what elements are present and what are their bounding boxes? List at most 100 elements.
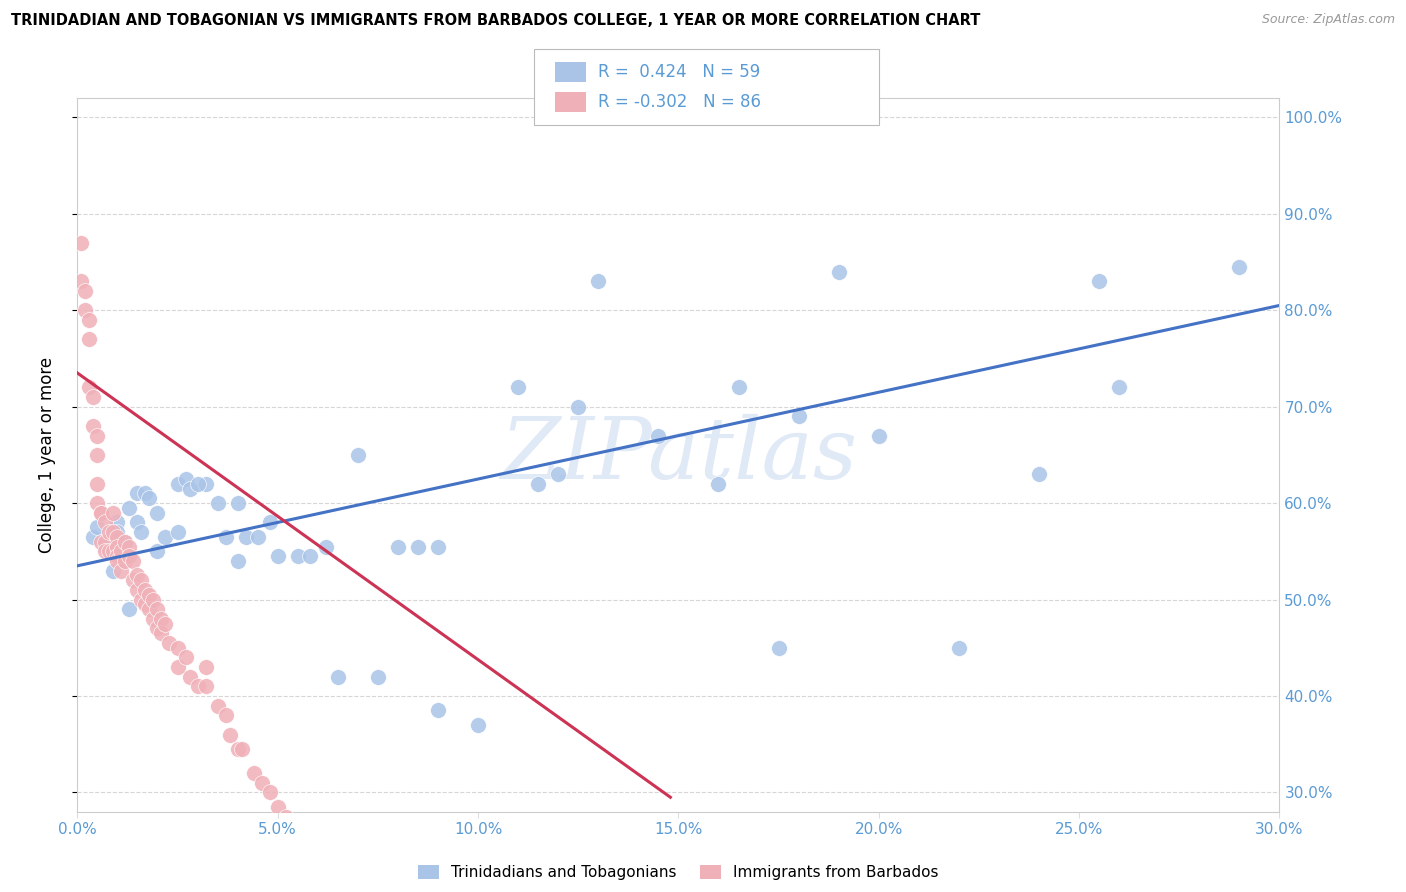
- Point: [768, 640, 790, 655]
- Point: [114, 534, 136, 549]
- Point: [146, 506, 169, 520]
- Point: [1028, 467, 1050, 482]
- Point: [114, 534, 136, 549]
- Point: [707, 476, 730, 491]
- Point: [179, 670, 201, 684]
- Point: [107, 554, 129, 568]
- Point: [647, 428, 669, 442]
- Point: [347, 448, 370, 462]
- Text: Source: ZipAtlas.com: Source: ZipAtlas.com: [1261, 13, 1395, 27]
- Point: [948, 640, 970, 655]
- Point: [75, 303, 97, 318]
- Point: [259, 785, 281, 799]
- Point: [134, 582, 156, 597]
- Point: [90, 506, 112, 520]
- Y-axis label: College, 1 year or more: College, 1 year or more: [38, 357, 56, 553]
- Point: [98, 544, 121, 558]
- Point: [94, 516, 117, 530]
- Point: [118, 602, 141, 616]
- Point: [246, 530, 269, 544]
- Point: [103, 544, 125, 558]
- Point: [174, 650, 197, 665]
- Point: [207, 496, 229, 510]
- Point: [787, 409, 810, 424]
- Point: [82, 390, 104, 404]
- Point: [134, 486, 156, 500]
- Point: [315, 540, 337, 554]
- Point: [79, 313, 101, 327]
- Point: [214, 708, 236, 723]
- Point: [94, 540, 117, 554]
- Point: [588, 274, 610, 288]
- Point: [118, 549, 141, 564]
- Point: [79, 380, 101, 394]
- Point: [70, 274, 93, 288]
- Point: [146, 602, 169, 616]
- Point: [107, 549, 129, 564]
- Point: [107, 516, 129, 530]
- Point: [214, 530, 236, 544]
- Point: [187, 476, 209, 491]
- Point: [90, 506, 112, 520]
- Point: [367, 670, 389, 684]
- Point: [118, 540, 141, 554]
- Point: [1108, 380, 1130, 394]
- Point: [267, 800, 290, 814]
- Point: [267, 549, 290, 564]
- Point: [98, 524, 121, 539]
- Point: [155, 616, 177, 631]
- Point: [107, 524, 129, 539]
- Point: [828, 265, 851, 279]
- Point: [118, 500, 141, 515]
- Text: ZIPatlas: ZIPatlas: [499, 414, 858, 496]
- Point: [166, 476, 188, 491]
- Point: [194, 660, 217, 674]
- Point: [131, 524, 153, 539]
- Point: [207, 698, 229, 713]
- Point: [138, 491, 160, 506]
- Point: [235, 530, 257, 544]
- Point: [94, 534, 117, 549]
- Point: [86, 428, 108, 442]
- Point: [146, 544, 169, 558]
- Point: [508, 380, 530, 394]
- Point: [727, 380, 749, 394]
- Point: [103, 524, 125, 539]
- Text: R = -0.302   N = 86: R = -0.302 N = 86: [598, 93, 761, 111]
- Point: [150, 612, 173, 626]
- Point: [298, 838, 321, 853]
- Point: [218, 728, 240, 742]
- Point: [242, 766, 264, 780]
- Point: [287, 824, 309, 838]
- Point: [122, 554, 145, 568]
- Point: [387, 540, 409, 554]
- Point: [75, 284, 97, 298]
- Point: [86, 520, 108, 534]
- Point: [406, 540, 429, 554]
- Point: [298, 549, 321, 564]
- Point: [527, 476, 550, 491]
- Point: [231, 742, 253, 756]
- Point: [70, 235, 93, 250]
- Point: [194, 476, 217, 491]
- Point: [142, 592, 165, 607]
- Point: [159, 636, 181, 650]
- Point: [187, 679, 209, 693]
- Point: [1229, 260, 1251, 274]
- Point: [94, 544, 117, 558]
- Point: [90, 534, 112, 549]
- Point: [287, 549, 309, 564]
- Point: [326, 872, 349, 887]
- Point: [79, 332, 101, 346]
- Point: [127, 486, 149, 500]
- Point: [259, 516, 281, 530]
- Point: [86, 476, 108, 491]
- Point: [107, 540, 129, 554]
- Point: [142, 612, 165, 626]
- Point: [82, 530, 104, 544]
- Point: [127, 568, 149, 582]
- Point: [110, 564, 132, 578]
- Point: [567, 400, 589, 414]
- Point: [226, 742, 249, 756]
- Point: [103, 564, 125, 578]
